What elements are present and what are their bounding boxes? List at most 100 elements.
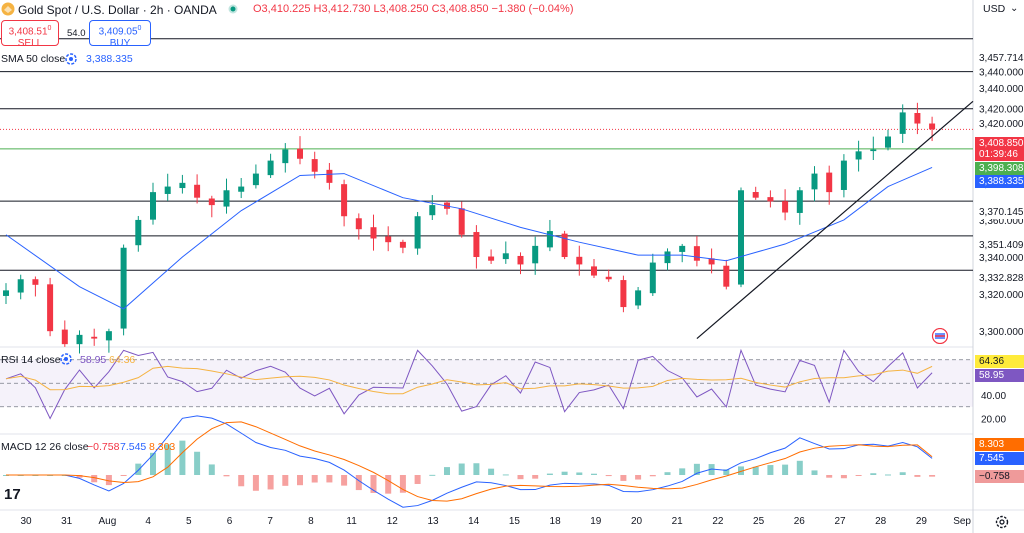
- candle-body: [326, 169, 333, 183]
- rsi-ma-legend-value: 64.36: [109, 354, 136, 366]
- candle-body: [693, 246, 700, 261]
- macd-histogram-bar: [635, 475, 642, 480]
- macd-histogram-bar: [238, 475, 245, 487]
- macd-histogram-bar: [649, 475, 656, 477]
- sell-button[interactable]: 3,408.510 SELL: [1, 20, 59, 49]
- rsi-settings-icon[interactable]: [60, 353, 72, 365]
- macd-histogram-bar: [591, 473, 597, 475]
- macd-histogram-bar: [311, 475, 318, 483]
- macd-histogram-bar: [693, 463, 700, 475]
- macd-histogram-bar: [458, 463, 465, 475]
- time-axis-label: 27: [834, 516, 846, 527]
- macd-histogram-bar: [282, 475, 289, 486]
- candle-body: [811, 173, 818, 190]
- macd-histogram-bar: [341, 475, 348, 486]
- ohlc-readout: O3,410.225 H3,412.730 L3,408.250 C3,408.…: [253, 3, 574, 15]
- rsi-axis-label: 20.00: [981, 415, 1006, 426]
- macd-histogram-bar: [855, 475, 862, 476]
- macd-value-tag: −0.758: [975, 470, 1024, 483]
- currency-label[interactable]: USD: [983, 3, 1006, 15]
- price-axis-label: 3,420.000: [979, 105, 1024, 116]
- macd-histogram-bar: [664, 472, 671, 475]
- candle-body: [297, 148, 303, 159]
- settings-icon[interactable]: [65, 53, 77, 65]
- price-tag: 3,398.308: [975, 162, 1024, 175]
- candle-body: [399, 241, 406, 248]
- candle-body: [341, 184, 348, 217]
- macd-histogram-bar: [708, 464, 715, 475]
- time-axis-label: 30: [20, 516, 32, 527]
- macd-histogram-bar: [767, 465, 774, 475]
- rsi-value-tag: 64.36: [975, 355, 1024, 368]
- candle-body: [752, 192, 759, 198]
- time-axis-label: 31: [61, 516, 73, 527]
- candle-body: [870, 149, 877, 152]
- price-tag: 3,332.828: [975, 272, 1024, 285]
- candle-body: [311, 159, 318, 172]
- rsi-legend-label[interactable]: RSI 14 close: [1, 354, 61, 366]
- candle-body: [223, 190, 230, 207]
- candle-body: [105, 331, 112, 341]
- price-tag: 3,457.714: [975, 52, 1024, 65]
- price-tag: 01:39:46: [975, 148, 1024, 161]
- candle-body: [164, 186, 171, 194]
- time-axis-label: 5: [186, 516, 192, 527]
- candle-body: [664, 251, 671, 264]
- rsi-axis-label: 40.00: [981, 391, 1006, 402]
- candle-body: [576, 256, 583, 265]
- macd-histogram-bar: [444, 467, 450, 475]
- macd-histogram-bar: [429, 474, 436, 476]
- buy-price-sup: 0: [137, 25, 142, 32]
- candle-body: [194, 184, 201, 198]
- time-axis-label: 15: [509, 516, 521, 527]
- sell-price: 3,408.51: [8, 26, 48, 38]
- candle-body: [76, 334, 83, 345]
- macd-signal-line: [6, 421, 933, 502]
- symbol-title[interactable]: Gold Spot / U.S. Dollar · 2h · OANDA: [18, 3, 217, 17]
- price-axis-label: 3,320.000: [979, 290, 1024, 301]
- macd-histogram-bar: [679, 468, 686, 475]
- macd-histogram-bar: [179, 440, 186, 475]
- macd-value-tag: 8.303: [975, 438, 1024, 451]
- currency-chevron-icon[interactable]: ⌄: [1010, 3, 1019, 14]
- time-axis-label: 12: [387, 516, 399, 527]
- time-axis-label: 22: [712, 516, 724, 527]
- candle-body: [488, 256, 495, 261]
- macd-histogram-bar: [164, 444, 171, 475]
- macd-histogram-bar: [546, 473, 553, 475]
- price-axis-label: 3,360.000: [979, 216, 1024, 227]
- macd-histogram-bar: [473, 463, 480, 475]
- time-axis-label: 13: [427, 516, 439, 527]
- macd-histogram-bar: [796, 460, 803, 475]
- macd-histogram-bar: [267, 475, 274, 490]
- macd-histogram-bar: [223, 475, 230, 477]
- candle-body: [738, 190, 744, 285]
- price-tag: 3,440.000: [975, 83, 1024, 96]
- macd-histogram-bar: [488, 468, 495, 475]
- macd-histogram-bar: [929, 475, 936, 477]
- candle-body: [238, 186, 245, 192]
- candle-body: [517, 255, 524, 265]
- macd-histogram-bar: [194, 451, 201, 475]
- macd-histogram-bar: [252, 475, 259, 491]
- macd-histogram-bar: [723, 469, 730, 475]
- time-axis-label: 19: [590, 516, 602, 527]
- candle-body: [282, 149, 289, 164]
- flag-icon[interactable]: [929, 327, 951, 345]
- candle-body: [385, 236, 392, 243]
- time-axis-label: 25: [753, 516, 765, 527]
- macd-legend-label[interactable]: MACD 12 26 close: [1, 441, 89, 453]
- macd-histogram-bar: [120, 475, 127, 476]
- rsi-line: [5, 348, 933, 420]
- candle-body: [179, 182, 186, 189]
- sma-legend-label[interactable]: SMA 50 close: [1, 53, 66, 65]
- macd-line: [6, 415, 933, 508]
- candle-body: [620, 280, 627, 308]
- candle-body: [561, 233, 568, 258]
- macd-histogram-bar: [561, 471, 568, 475]
- gear-icon[interactable]: [995, 515, 1009, 529]
- tradingview-logo-icon[interactable]: 17: [4, 486, 21, 503]
- candle-body: [473, 232, 480, 258]
- buy-button[interactable]: 3,409.050 BUY: [89, 20, 151, 49]
